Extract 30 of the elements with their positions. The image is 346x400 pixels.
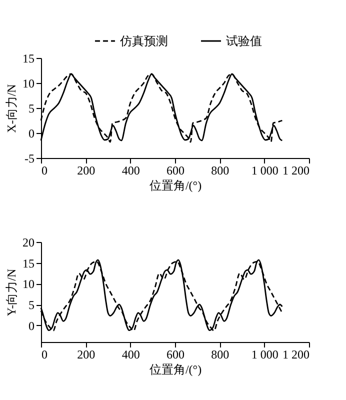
legend-label: 仿真预测	[119, 34, 168, 48]
x-tick-label: 0	[42, 348, 48, 362]
x-axis-title: 位置角/(°)	[149, 362, 202, 376]
x-tick-label: 1 200	[282, 164, 310, 178]
x-tick-label: 800	[211, 348, 230, 362]
x-tick-label: 400	[122, 164, 140, 178]
y-tick-label: 5	[28, 102, 34, 116]
x-tick-label: 0	[42, 164, 48, 178]
x-tick-label: 600	[166, 348, 184, 362]
y-tick-label: 0	[28, 318, 34, 333]
x-tick-label: 1 000	[251, 348, 278, 362]
y-tick-label: 20	[22, 236, 34, 250]
y-tick-label: 15	[22, 256, 34, 270]
x-tick-label: 200	[77, 164, 96, 178]
x-tick-label: 1 000	[251, 164, 278, 178]
y-axis-title: Y-向力/N	[4, 268, 18, 316]
y-tick-label: 15	[22, 52, 34, 66]
x-tick-label: 200	[77, 348, 96, 362]
x-tick-label: 600	[166, 164, 184, 178]
x-axis-title: 位置角/(°)	[149, 178, 202, 192]
y-tick-label: -5	[24, 152, 34, 166]
y-tick-label: 0	[28, 126, 34, 140]
y-tick-label: 10	[22, 76, 34, 90]
x-tick-label: 400	[122, 348, 140, 362]
legend-label: 试验值	[226, 34, 262, 48]
y-tick-label: 10	[22, 277, 34, 292]
x-tick-label: 1 200	[282, 348, 310, 362]
y-tick-label: 5	[28, 298, 34, 312]
x-tick-label: 800	[211, 164, 230, 178]
y-axis-title: X-向力/N	[4, 84, 18, 133]
